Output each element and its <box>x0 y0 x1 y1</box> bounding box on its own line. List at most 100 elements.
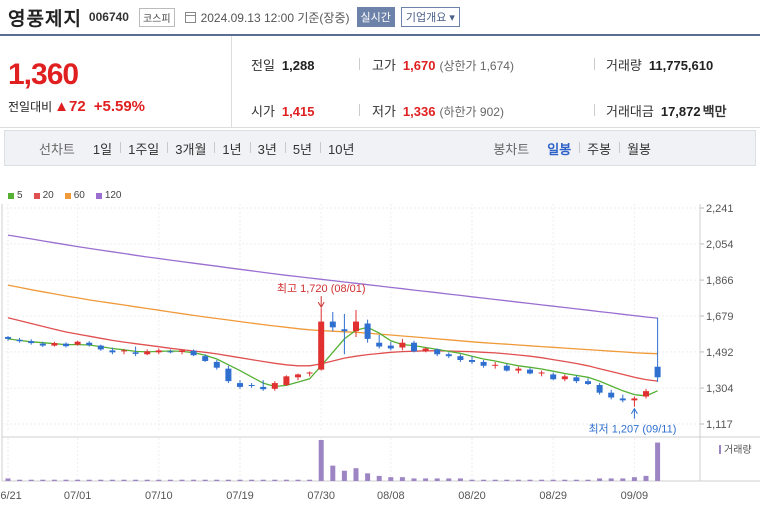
range-1y[interactable]: 1년 <box>214 139 249 158</box>
volume-bar <box>550 479 556 481</box>
candle-body <box>283 376 290 385</box>
volume-bar <box>330 465 336 481</box>
volume-bar <box>434 478 440 481</box>
open-value: 1,415 <box>281 104 315 119</box>
volume-bar <box>318 440 324 481</box>
volume-bar <box>620 478 626 481</box>
company-overview-button[interactable]: 기업개요 ▾ <box>400 7 460 27</box>
range-5y[interactable]: 5년 <box>284 139 320 158</box>
x-tick-label: 07/01 <box>64 490 92 502</box>
candle-body <box>39 343 46 346</box>
candle-weekly[interactable]: 주봉 <box>579 139 619 158</box>
timestamp: 2024.09.13 12:00 기준(장중) <box>200 10 350 25</box>
y-tick-label: 2,241 <box>706 203 734 215</box>
legend-ma60: 60 <box>64 190 85 201</box>
volume-stat: 거래량 11,775,610 <box>606 55 713 74</box>
open-label: 시가 <box>251 104 275 119</box>
candle-body <box>631 398 638 401</box>
low-value: 1,336 <box>402 104 436 119</box>
candle-body <box>97 345 104 350</box>
candle-body <box>167 351 174 353</box>
candle-chart-label: 봉차트 <box>493 141 530 157</box>
range-10y[interactable]: 10년 <box>320 139 362 158</box>
x-tick-label: 07/19 <box>226 490 254 502</box>
volume-bar <box>376 475 382 481</box>
volume-bar <box>75 479 81 481</box>
candle-body <box>271 383 278 389</box>
candle-body <box>573 377 580 382</box>
realtime-button[interactable]: 실시간 <box>356 7 395 27</box>
candle-daily[interactable]: 일봉 <box>547 141 572 157</box>
volume-bar <box>469 479 475 481</box>
x-tick-label: 06/21 <box>0 490 22 502</box>
y-tick-label: 1,304 <box>706 383 734 395</box>
candle-body <box>237 383 243 387</box>
candle-body <box>643 391 649 397</box>
line-chart-label: 선차트 <box>39 141 75 157</box>
high-stat: 고가 1,670 (상한가 1,674) <box>372 55 514 74</box>
volume-bar <box>28 479 34 481</box>
range-1d[interactable]: 1일 <box>92 141 113 157</box>
trade-value-unit: 백만 <box>702 104 727 119</box>
candle-body <box>295 374 301 378</box>
candle-body <box>306 372 313 374</box>
candle-body <box>364 323 371 339</box>
volume-bar <box>167 479 173 481</box>
y-tick-label: 1,117 <box>706 419 733 431</box>
price-chart[interactable]: 2,241 2,054 1,866 1,679 1,492 1,304 1,117 06/21… <box>0 196 760 510</box>
market-badge: 코스피 <box>138 7 175 27</box>
candle-monthly[interactable]: 월봉 <box>619 139 659 158</box>
candle-body <box>527 369 533 374</box>
candle-body <box>329 321 336 328</box>
range-1w[interactable]: 1주일 <box>120 139 167 158</box>
candle-body <box>353 321 359 332</box>
x-tick-label: 07/30 <box>307 490 335 502</box>
candle-body <box>155 350 162 353</box>
volume-bar <box>283 479 289 481</box>
stock-code: 006740 <box>88 10 129 24</box>
volume-bar <box>492 479 498 481</box>
candle-body <box>480 361 487 366</box>
candle-body <box>318 321 325 370</box>
legend-ma120: 120 <box>95 190 122 201</box>
volume-bar <box>597 478 603 481</box>
x-tick-label: 07/10 <box>145 490 173 502</box>
prev-close-label: 전일 <box>251 58 275 73</box>
volume-bar <box>40 479 46 481</box>
volume-bar <box>399 477 405 481</box>
volume-bar <box>156 479 162 481</box>
candle-body <box>399 342 406 348</box>
ma5-line <box>7 326 658 397</box>
high-label: 고가 <box>372 58 396 73</box>
lower-limit: (하한가 902) <box>439 105 504 119</box>
range-3y[interactable]: 3년 <box>249 139 285 158</box>
chart-toolbar: 선차트 1일 1주일 3개월 1년 3년 5년 10년 봉차트 일봉 주봉 월봉 <box>4 130 756 166</box>
high-arrow-head <box>317 301 325 309</box>
candle-body <box>445 354 452 357</box>
current-price-box: 1,360 전일대비 ▲ 72 +5.59% <box>0 36 232 128</box>
volume-bar <box>631 477 637 481</box>
low-arrow-head <box>630 407 638 414</box>
volume-bar <box>353 468 359 481</box>
volume-bar <box>121 479 127 481</box>
candle-body <box>503 365 510 371</box>
candle-body <box>74 341 81 345</box>
y-tick-label: 1,679 <box>706 311 734 323</box>
legend-ma20: 20 <box>33 190 54 201</box>
candle-ranges: 봉차트 일봉 주봉 월봉 <box>493 139 659 158</box>
trade-value: 17,872 <box>660 104 701 119</box>
y-tick-label: 1,492 <box>706 347 734 359</box>
candle-body <box>457 356 464 361</box>
candle-body <box>63 343 69 347</box>
trade-value-label: 거래대금 <box>606 104 654 119</box>
candle-body <box>28 341 35 344</box>
x-tick-label: 09/09 <box>621 490 649 502</box>
ma120-line <box>7 234 658 319</box>
range-3m[interactable]: 3개월 <box>167 139 214 158</box>
candle-body <box>469 360 475 362</box>
volume-bar <box>17 479 23 481</box>
volume-bar <box>272 479 278 481</box>
candle-body <box>144 351 151 355</box>
stock-header: 영풍제지 006740 코스피 2024.09.13 12:00 기준(장중) … <box>0 0 760 34</box>
volume-bar <box>144 479 150 481</box>
